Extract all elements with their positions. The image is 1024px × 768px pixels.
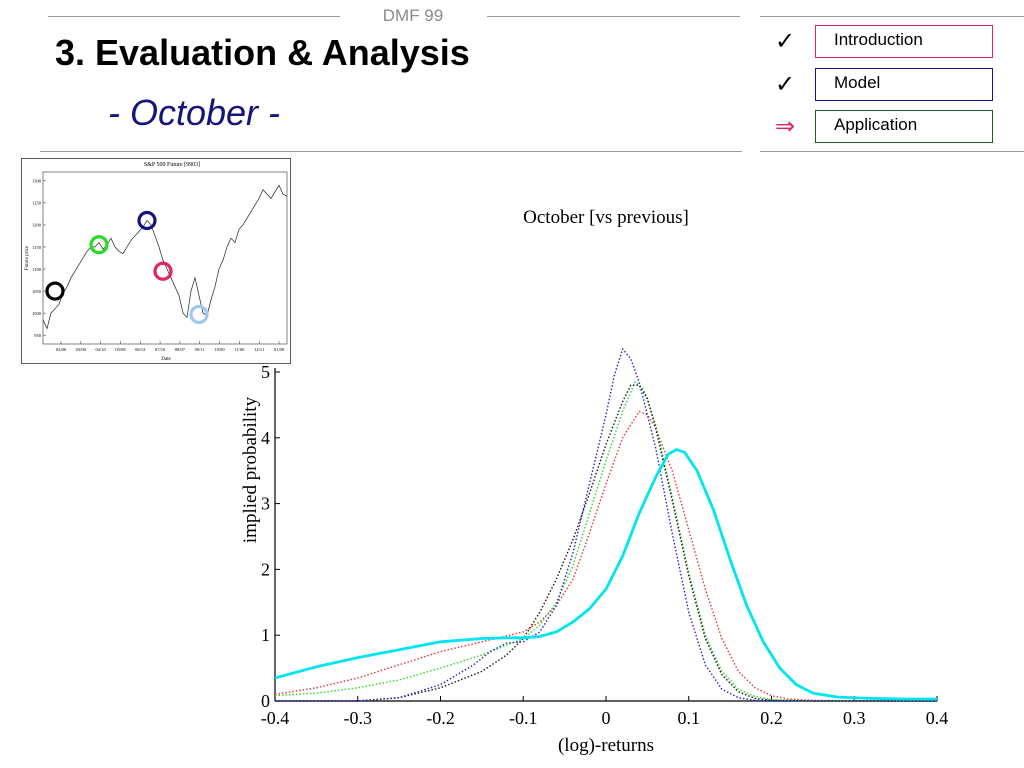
inset-xtick-label: 11/06 <box>234 347 245 352</box>
nav-introduction-button[interactable]: Introduction <box>815 25 993 58</box>
density-curve-0 <box>274 448 937 701</box>
inset-highlight-circle <box>89 235 109 255</box>
inset-xtick-label: 06/12 <box>135 347 145 352</box>
inset-xtick-label: 12/11 <box>254 347 264 352</box>
inset-ytick-label: 1300 <box>32 179 42 184</box>
density-curve-2 <box>274 381 937 702</box>
inset-ytick-label: 1250 <box>32 201 42 206</box>
inset-highlight-circle <box>189 304 209 325</box>
header-rule-right <box>487 16 740 17</box>
page-title: 3. Evaluation & Analysis <box>55 32 470 73</box>
inset-xtick-label: 04/10 <box>96 347 107 352</box>
nav-application-button[interactable]: Application <box>815 110 993 143</box>
inset-xtick-label: 09/11 <box>195 347 205 352</box>
inset-xtick-label: 08/07 <box>175 347 186 352</box>
density-curve-1 <box>274 410 937 702</box>
inset-xlabel: Date <box>161 357 171 362</box>
title-divider <box>40 151 742 152</box>
main-chart-ylabel: implied probability <box>240 396 261 543</box>
x-tick-label: 0.3 <box>843 708 866 728</box>
y-tick-label: 4 <box>261 428 270 448</box>
inset-xtick-label: 03/06 <box>76 347 87 352</box>
october-density-chart: October [vs previous] implied probabilit… <box>220 207 980 756</box>
header-label: DMF 99 <box>382 6 444 25</box>
inset-xtick-label: 02/06 <box>56 347 67 352</box>
nav-model-button[interactable]: Model <box>815 68 993 101</box>
inset-ytick-label: 950 <box>34 333 42 338</box>
nav-application-arrow-icon: ⇒ <box>774 112 796 140</box>
nav-model-check-icon: ✓ <box>774 70 796 98</box>
nav-introduction-check-icon: ✓ <box>774 27 796 55</box>
x-tick-label: -0.3 <box>344 708 373 728</box>
x-tick-label: -0.4 <box>261 708 290 728</box>
inset-ytick-label: 1100 <box>32 267 42 272</box>
y-tick-label: 3 <box>261 494 270 514</box>
x-tick-label: -0.1 <box>509 708 538 728</box>
x-tick-label: 0.1 <box>678 708 701 728</box>
y-tick-label: 5 <box>261 362 270 382</box>
inset-xtick-label: 01/08 <box>274 347 285 352</box>
inset-ylabel: Future price <box>25 245 30 270</box>
nav-divider-top <box>760 16 1024 17</box>
plot-clip-spacer <box>220 235 980 372</box>
y-tick-label: 1 <box>261 625 270 645</box>
x-tick-label: 0.2 <box>760 708 783 728</box>
x-tick-label: 0.4 <box>926 708 949 728</box>
inset-xtick-label: 07/10 <box>155 347 166 352</box>
x-tick-label: 0 <box>602 708 611 728</box>
x-tick-label: -0.2 <box>426 708 455 728</box>
page-subtitle: - October - <box>108 92 281 133</box>
main-chart-title: October [vs previous] <box>523 207 689 228</box>
inset-title: S&P 500 Future [9903] <box>144 162 200 168</box>
y-tick-label: 2 <box>261 559 270 579</box>
y-tick-label: 0 <box>261 691 270 711</box>
main-chart-xlabel: (log)-returns <box>558 735 654 756</box>
inset-ytick-label: 1150 <box>32 245 42 250</box>
inset-highlight-circle <box>137 210 157 231</box>
inset-xtick-label: 05/08 <box>115 347 126 352</box>
inset-ytick-label: 1200 <box>32 223 42 228</box>
inset-frame <box>21 158 291 364</box>
inset-ytick-label: 1050 <box>32 289 42 294</box>
inset-plot-area <box>42 171 288 345</box>
inset-xtick-label: 10/09 <box>214 347 225 352</box>
nav-divider-bottom <box>760 151 1024 152</box>
header-rule-left <box>48 16 340 17</box>
sp500-inset-chart: S&P 500 Future [9903] Future price Date … <box>21 158 291 364</box>
density-curve-4 <box>275 348 937 702</box>
inset-highlight-circle <box>153 261 173 281</box>
inset-ytick-label: 1000 <box>32 311 42 316</box>
inset-highlight-circle <box>45 281 65 301</box>
